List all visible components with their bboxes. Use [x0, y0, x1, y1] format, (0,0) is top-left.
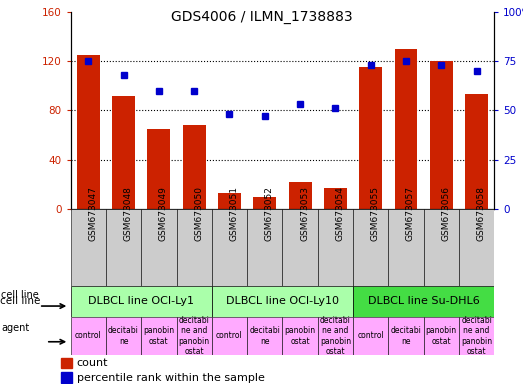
Text: cell line: cell line: [2, 290, 39, 300]
Text: percentile rank within the sample: percentile rank within the sample: [77, 372, 265, 383]
Bar: [253, 197, 276, 209]
Text: control: control: [216, 331, 243, 341]
Bar: [247, 317, 282, 355]
Text: agent: agent: [2, 323, 30, 333]
Text: GDS4006 / ILMN_1738883: GDS4006 / ILMN_1738883: [170, 10, 353, 23]
Bar: [424, 317, 459, 355]
Text: GSM673058: GSM673058: [476, 185, 485, 241]
Text: cell line: cell line: [0, 296, 40, 306]
Bar: [141, 317, 176, 355]
Text: DLBCL line Su-DHL6: DLBCL line Su-DHL6: [368, 296, 480, 306]
Text: GSM673051: GSM673051: [230, 185, 238, 241]
Bar: [353, 209, 388, 286]
Text: GSM673049: GSM673049: [159, 186, 168, 240]
Bar: [459, 209, 494, 286]
Text: GSM673050: GSM673050: [194, 185, 203, 241]
Bar: [247, 209, 282, 286]
Bar: [77, 55, 100, 209]
Text: decitabi
ne and
panobin
ostat: decitabi ne and panobin ostat: [178, 316, 210, 356]
Bar: [388, 209, 424, 286]
Bar: [359, 67, 382, 209]
Text: GSM673053: GSM673053: [300, 185, 309, 241]
Bar: [353, 317, 388, 355]
Bar: [282, 317, 317, 355]
Text: control: control: [357, 331, 384, 341]
Bar: [218, 193, 241, 209]
Text: panobin
ostat: panobin ostat: [143, 326, 175, 346]
Bar: [353, 286, 494, 317]
Bar: [106, 209, 141, 286]
Bar: [212, 286, 353, 317]
Text: GSM673047: GSM673047: [88, 186, 97, 240]
Bar: [317, 209, 353, 286]
Bar: [317, 317, 353, 355]
Text: DLBCL line OCI-Ly10: DLBCL line OCI-Ly10: [226, 296, 339, 306]
Bar: [212, 209, 247, 286]
Bar: [424, 209, 459, 286]
Text: GSM673048: GSM673048: [123, 186, 132, 240]
Text: GSM673054: GSM673054: [335, 186, 344, 240]
Bar: [282, 209, 317, 286]
Bar: [394, 49, 417, 209]
Bar: [176, 317, 212, 355]
Bar: [61, 372, 72, 382]
Text: DLBCL line OCI-Ly1: DLBCL line OCI-Ly1: [88, 296, 194, 306]
Bar: [324, 188, 347, 209]
Bar: [106, 317, 141, 355]
Bar: [183, 125, 206, 209]
Text: decitabi
ne and
panobin
ostat: decitabi ne and panobin ostat: [320, 316, 351, 356]
Bar: [147, 129, 170, 209]
Text: panobin
ostat: panobin ostat: [426, 326, 457, 346]
Bar: [430, 61, 453, 209]
Text: GSM673052: GSM673052: [265, 186, 274, 240]
Text: decitabi
ne: decitabi ne: [249, 326, 280, 346]
Bar: [141, 209, 176, 286]
Text: decitabi
ne: decitabi ne: [391, 326, 422, 346]
Bar: [71, 317, 106, 355]
Text: decitabi
ne and
panobin
ostat: decitabi ne and panobin ostat: [461, 316, 492, 356]
Bar: [465, 94, 488, 209]
Bar: [212, 317, 247, 355]
Bar: [289, 182, 312, 209]
Bar: [388, 317, 424, 355]
Text: control: control: [75, 331, 101, 341]
Bar: [459, 317, 494, 355]
Text: GSM673057: GSM673057: [406, 185, 415, 241]
Bar: [176, 209, 212, 286]
Bar: [71, 286, 212, 317]
Text: GSM673056: GSM673056: [441, 185, 450, 241]
Text: panobin
ostat: panobin ostat: [285, 326, 316, 346]
Bar: [112, 96, 135, 209]
Bar: [71, 209, 106, 286]
Text: decitabi
ne: decitabi ne: [108, 326, 139, 346]
Bar: [61, 358, 72, 368]
Text: GSM673055: GSM673055: [371, 185, 380, 241]
Text: count: count: [77, 358, 108, 368]
